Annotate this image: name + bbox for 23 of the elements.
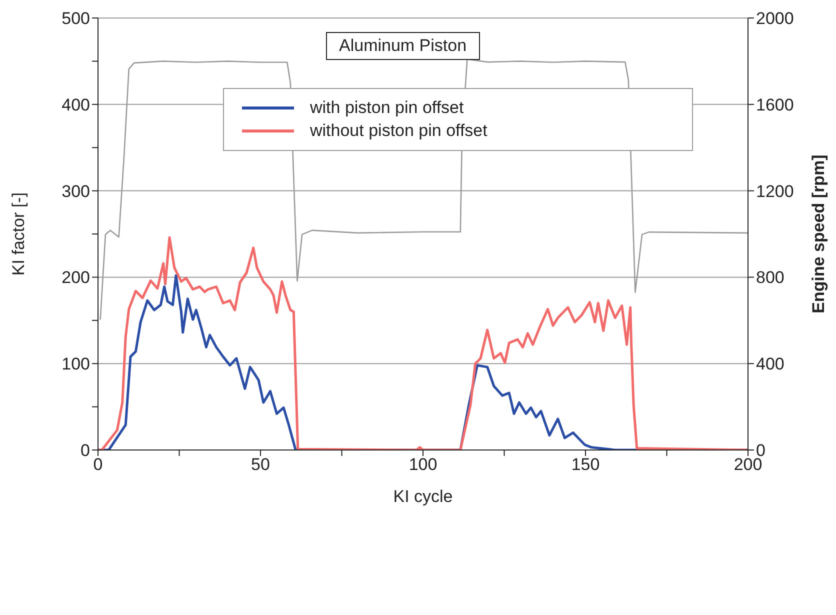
y2-tick-label: 800 xyxy=(756,268,784,288)
y2-tick-label: 1600 xyxy=(756,95,794,114)
x-tick-label: 0 xyxy=(93,455,103,474)
x-tick-label: 50 xyxy=(251,455,270,474)
y2-tick-label: 2000 xyxy=(756,9,794,28)
y-tick-label: 500 xyxy=(62,9,90,28)
x-tick-label: 100 xyxy=(408,455,438,474)
legend-label: without piston pin offset xyxy=(310,121,488,141)
y-tick-label: 300 xyxy=(62,182,90,201)
y-tick-label: 200 xyxy=(62,268,90,288)
x-axis-title: KI cycle xyxy=(393,487,453,506)
legend-label: with piston pin offset xyxy=(310,98,464,118)
y-tick-label: 100 xyxy=(62,354,90,374)
y2-tick-label: 1200 xyxy=(756,182,794,201)
y-tick-label: 0 xyxy=(80,441,90,460)
x-tick-label: 200 xyxy=(734,455,762,474)
y2-tick-label: 400 xyxy=(756,354,784,374)
y-axis-title: KI factor [-] xyxy=(9,192,28,276)
text: Aluminum Piston xyxy=(326,32,480,60)
y-tick-label: 400 xyxy=(62,95,90,114)
x-tick-label: 150 xyxy=(571,455,600,474)
line-series xyxy=(100,58,748,320)
y2-axis-title: Engine speed [rpm] xyxy=(809,154,828,314)
